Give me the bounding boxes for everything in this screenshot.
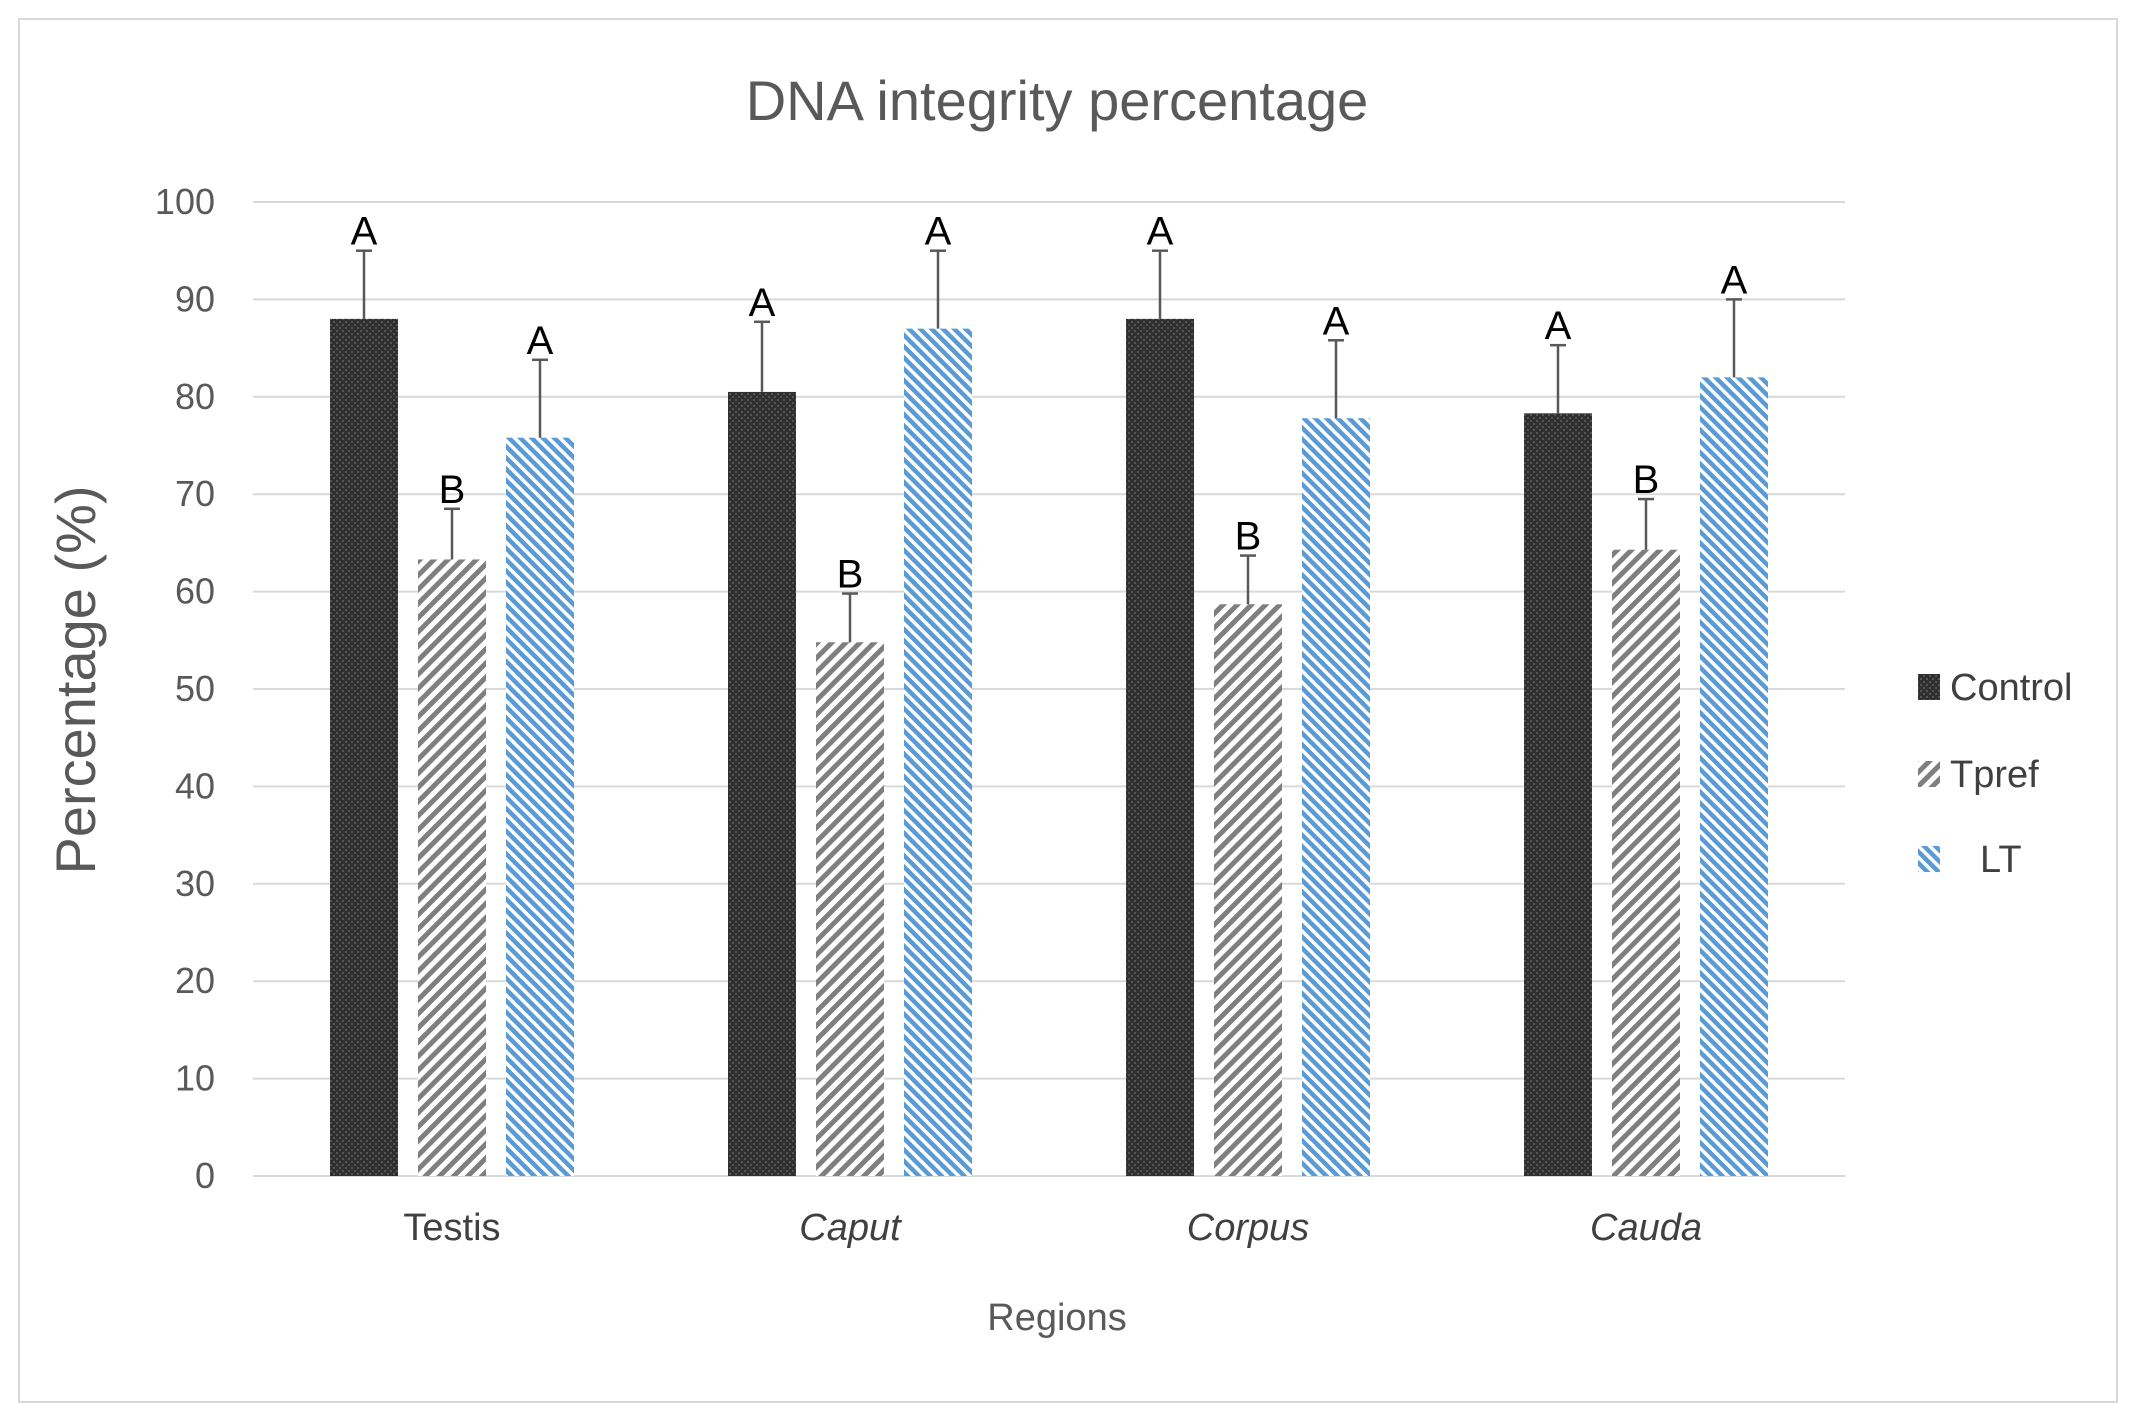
x-tick-label-testis: Testis xyxy=(403,1207,500,1249)
y-tick-label-80: 80 xyxy=(175,376,215,417)
significance-label-lt-caput: A xyxy=(925,210,952,254)
bar-lt-caput xyxy=(904,328,972,1176)
category-labels: Testis Caput Corpus Cauda xyxy=(403,1207,1702,1249)
bar-lt-testis xyxy=(506,437,574,1176)
significance-label-control-cauda: A xyxy=(1545,304,1572,348)
legend-swatch-tpref xyxy=(1918,761,1940,787)
chart-title: DNA integrity percentage xyxy=(746,69,1369,132)
x-axis-label: Regions xyxy=(987,1297,1126,1339)
legend-label-control: Control xyxy=(1950,667,2073,709)
x-tick-label-corpus: Corpus xyxy=(1187,1207,1310,1249)
bar-tpref-cauda xyxy=(1612,549,1680,1176)
gridlines xyxy=(253,201,1845,1177)
y-tick-label-20: 20 xyxy=(175,960,215,1001)
bar-tpref-testis xyxy=(418,559,486,1176)
x-tick-label-caput: Caput xyxy=(799,1207,902,1249)
significance-label-lt-cauda: A xyxy=(1721,258,1748,302)
significance-label-control-corpus: A xyxy=(1147,210,1174,254)
bar-control-caput xyxy=(728,391,796,1176)
significance-label-lt-corpus: A xyxy=(1323,299,1350,343)
bar-lt-corpus xyxy=(1302,418,1370,1176)
significance-label-tpref-testis: B xyxy=(439,468,466,512)
y-tick-label-100: 100 xyxy=(155,181,215,222)
y-tick-label-60: 60 xyxy=(175,571,215,612)
significance-label-control-testis: A xyxy=(351,210,378,254)
bar-lt-cauda xyxy=(1700,377,1768,1176)
significance-label-tpref-corpus: B xyxy=(1235,515,1262,559)
bars-group: A B A A B A A B A A B A xyxy=(330,210,1768,1176)
y-tick-label-90: 90 xyxy=(175,278,215,319)
y-tick-label-50: 50 xyxy=(175,668,215,709)
significance-label-lt-testis: A xyxy=(527,319,554,363)
x-tick-label-cauda: Cauda xyxy=(1590,1207,1702,1249)
legend-swatch-lt xyxy=(1918,846,1940,872)
bar-control-corpus xyxy=(1126,318,1194,1176)
bar-control-testis xyxy=(330,318,398,1176)
y-tick-label-30: 30 xyxy=(175,863,215,904)
y-tick-label-10: 10 xyxy=(175,1058,215,1099)
significance-label-control-caput: A xyxy=(749,281,776,325)
y-axis-label: Percentage (%) xyxy=(44,485,107,874)
bar-control-cauda xyxy=(1524,413,1592,1176)
legend-swatch-control xyxy=(1918,674,1940,700)
legend-label-tpref: Tpref xyxy=(1950,754,2039,796)
y-tick-label-0: 0 xyxy=(195,1155,215,1196)
y-tick-label-70: 70 xyxy=(175,473,215,514)
y-tick-label-40: 40 xyxy=(175,765,215,806)
significance-label-tpref-cauda: B xyxy=(1633,458,1660,502)
legend: Control Tpref LT xyxy=(1918,667,2073,881)
y-axis-ticks: 0 10 20 30 40 50 60 70 80 90 100 xyxy=(155,181,215,1196)
significance-label-tpref-caput: B xyxy=(837,553,864,597)
legend-label-lt: LT xyxy=(1980,839,2022,881)
bar-tpref-corpus xyxy=(1214,604,1282,1176)
bar-tpref-caput xyxy=(816,642,884,1176)
